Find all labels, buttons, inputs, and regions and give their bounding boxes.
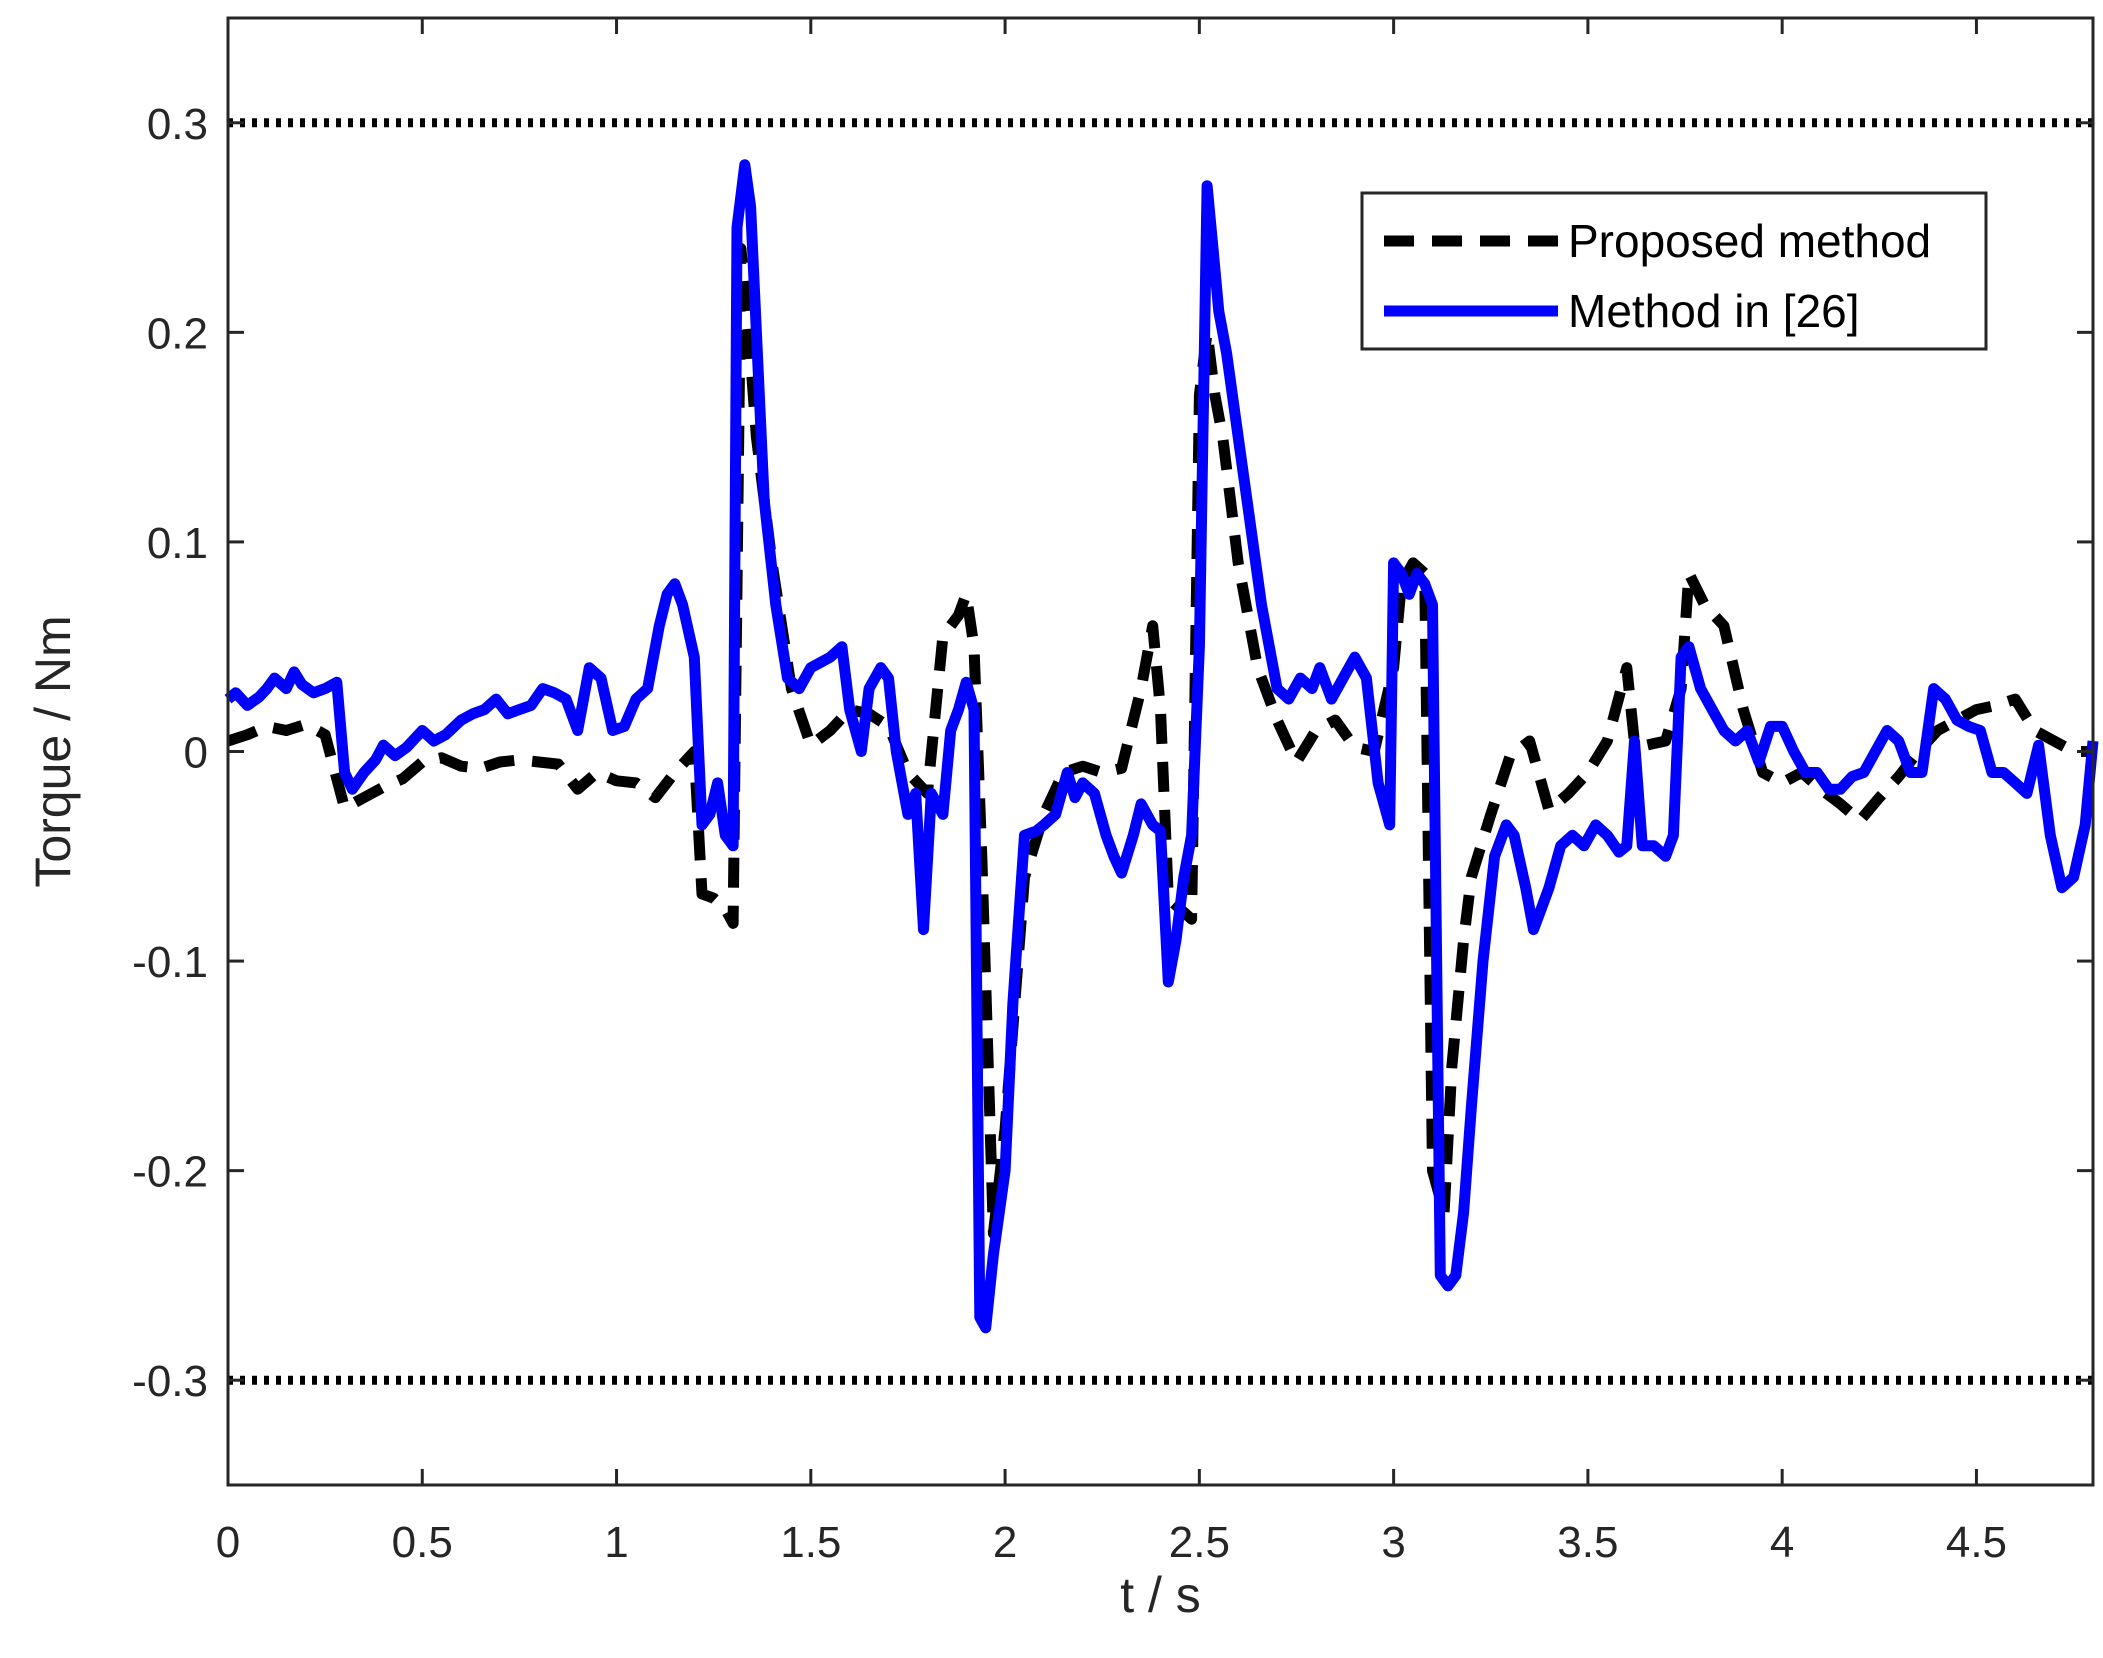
x-tick-label: 0.5 — [392, 1518, 453, 1567]
y-tick-label: -0.1 — [132, 938, 208, 987]
series-line-method-in-26 — [224, 159, 2099, 1334]
x-tick-label: 4.5 — [1946, 1518, 2007, 1567]
series-layer — [224, 159, 2099, 1334]
legend-label-method-in-26: Method in [26] — [1568, 285, 1860, 337]
legend-label-proposed-method: Proposed method — [1568, 215, 1931, 267]
y-tick-label: 0.3 — [147, 100, 208, 149]
x-axis-ticks: 0 0.5 1 1.5 2 2.5 3 3.5 4 4.5 — [216, 18, 2007, 1567]
y-tick-label: -0.2 — [132, 1148, 208, 1197]
y-tick-label: -0.3 — [132, 1357, 208, 1406]
x-tick-label: 4 — [1770, 1518, 1794, 1567]
x-tick-label: 0 — [216, 1518, 240, 1567]
legend-box — [1360, 191, 1988, 351]
series-line-proposed-method — [226, 243, 2093, 1239]
x-tick-label: 3 — [1381, 1518, 1405, 1567]
x-tick-label: 3.5 — [1557, 1518, 1618, 1567]
y-tick-label: 0 — [184, 729, 208, 778]
x-tick-label: 1 — [604, 1518, 628, 1567]
y-tick-label: 0.1 — [147, 519, 208, 568]
x-tick-label: 1.5 — [780, 1518, 841, 1567]
x-axis-label: t / s — [1120, 1567, 1201, 1623]
legend: Proposed method Method in [26] — [1360, 191, 1988, 351]
y-axis-label: Torque / Nm — [25, 615, 81, 887]
x-tick-label: 2 — [993, 1518, 1017, 1567]
y-tick-label: 0.2 — [147, 309, 208, 358]
y-axis-ticks: 0.3 0.2 0.1 0 -0.1 -0.2 -0.3 — [132, 100, 2093, 1406]
x-tick-label: 2.5 — [1169, 1518, 1230, 1567]
